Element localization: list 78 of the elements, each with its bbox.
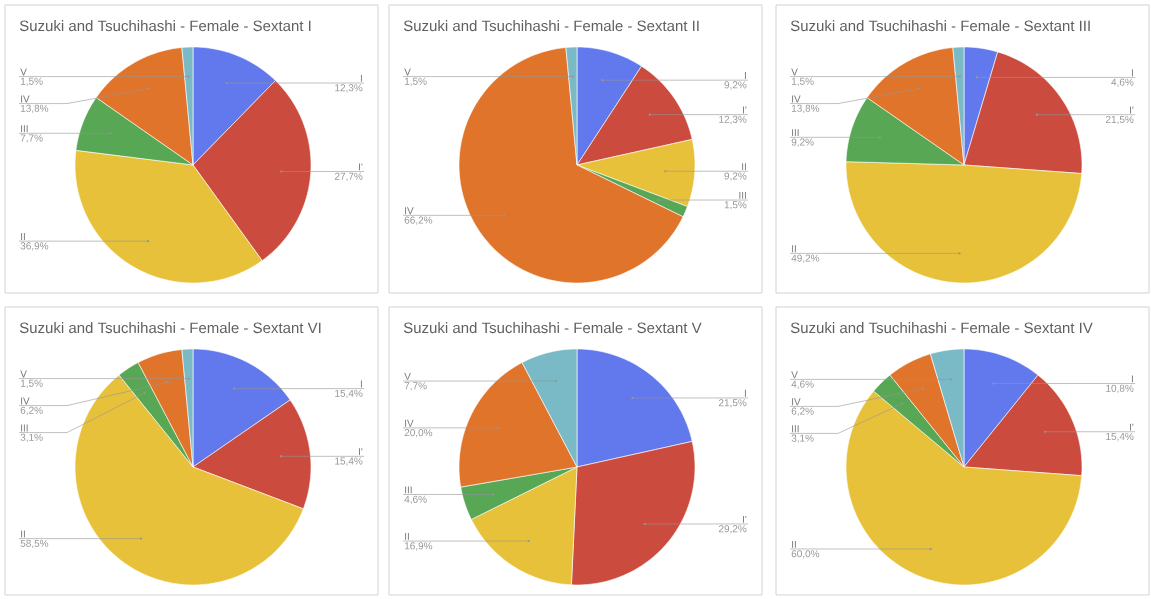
data-label: 1,5% xyxy=(404,77,427,87)
data-label: 15,4% xyxy=(335,389,363,399)
data-label: 60,0% xyxy=(791,550,820,559)
data-label: 10,8% xyxy=(1106,384,1134,393)
data-label: 3,1% xyxy=(791,434,814,443)
data-label: 12,3% xyxy=(719,115,747,125)
slice-label: I xyxy=(1131,375,1133,383)
slice-label: IV xyxy=(21,95,30,103)
slice-label: I' xyxy=(1130,106,1134,114)
data-label: 21,5% xyxy=(718,399,747,408)
slice-label: IV xyxy=(21,397,30,405)
slice-label: V xyxy=(20,370,27,378)
data-label: 58,5% xyxy=(20,539,49,549)
slice-label: II xyxy=(21,233,25,240)
data-label: 16,9% xyxy=(404,542,433,551)
data-label: 3,1% xyxy=(20,433,43,443)
slice-label: V xyxy=(404,68,411,76)
data-label: 27,7% xyxy=(334,172,363,181)
slice-label: V xyxy=(404,372,411,380)
slice-label: I xyxy=(360,74,362,82)
slice-label: II xyxy=(21,530,25,538)
data-label: 20,0% xyxy=(404,429,433,438)
slice-label: V xyxy=(791,68,798,76)
slice-label: II xyxy=(792,540,796,548)
slice-label: I' xyxy=(359,448,363,456)
data-label: 9,2% xyxy=(791,138,814,147)
data-label: 13,8% xyxy=(791,104,820,114)
slice-label: IV xyxy=(792,398,801,406)
slice-label: II xyxy=(792,245,796,253)
chart-title: Suzuki and Tsuchihashi - Female - Sextant IV xyxy=(790,322,1093,334)
data-label: 49,2% xyxy=(791,254,820,263)
slice-label: I xyxy=(1131,69,1133,77)
data-label: 7,7% xyxy=(404,382,427,391)
slice-label: III xyxy=(21,125,28,133)
slice-label: V xyxy=(791,371,798,379)
slice-label: IV xyxy=(405,207,414,215)
data-label: 12,3% xyxy=(335,84,363,93)
slice-label: I xyxy=(744,72,746,79)
slice-label: III xyxy=(792,129,799,137)
chart-title: Suzuki and Tsuchihashi - Female - Sextant V xyxy=(403,322,702,334)
slice-label: III xyxy=(405,486,412,494)
data-label: 1,5% xyxy=(791,77,814,87)
slice-label: IV xyxy=(792,95,801,103)
chart-title: Suzuki and Tsuchihashi - Female - Sextant I xyxy=(19,20,311,32)
data-label: 4,6% xyxy=(404,495,427,504)
slice-label: I' xyxy=(743,515,747,523)
slice-label: V xyxy=(20,68,27,76)
slice-label: I' xyxy=(743,106,747,114)
chart-title: Suzuki and Tsuchihashi - Female - Sextant VI xyxy=(19,322,321,334)
data-label: 4,6% xyxy=(791,380,814,389)
data-label: 4,6% xyxy=(1111,78,1134,87)
slice-label: I' xyxy=(359,163,363,171)
chart-title: Suzuki and Tsuchihashi - Female - Sextant III xyxy=(790,20,1090,32)
slice-label: III xyxy=(21,424,28,432)
slice-label: I xyxy=(744,389,746,397)
data-label: 13,8% xyxy=(20,104,49,114)
chart-title: Suzuki and Tsuchihashi - Female - Sextant II xyxy=(403,20,699,32)
slice-label: IV xyxy=(405,419,414,427)
data-label: 1,5% xyxy=(724,201,747,210)
data-label: 36,9% xyxy=(20,242,49,251)
data-label: 66,2% xyxy=(404,216,433,225)
slice-label: II xyxy=(405,532,409,540)
data-label: 9,2% xyxy=(724,81,747,90)
data-label: 1,5% xyxy=(20,379,43,389)
slice-label: I xyxy=(360,380,362,388)
data-label: 29,2% xyxy=(718,525,747,534)
data-label: 1,5% xyxy=(20,77,43,87)
slice-label: III xyxy=(792,425,799,433)
data-label: 6,2% xyxy=(791,407,814,416)
slice-label: III xyxy=(739,191,746,199)
data-label: 7,7% xyxy=(20,134,43,143)
data-label: 21,5% xyxy=(1105,115,1134,125)
data-label: 9,2% xyxy=(724,172,747,181)
data-label: 6,2% xyxy=(20,406,43,416)
data-label: 15,4% xyxy=(1106,432,1134,442)
slice-label: I' xyxy=(1130,423,1134,431)
data-label: 15,4% xyxy=(335,457,363,466)
slice-label: II xyxy=(742,163,746,171)
